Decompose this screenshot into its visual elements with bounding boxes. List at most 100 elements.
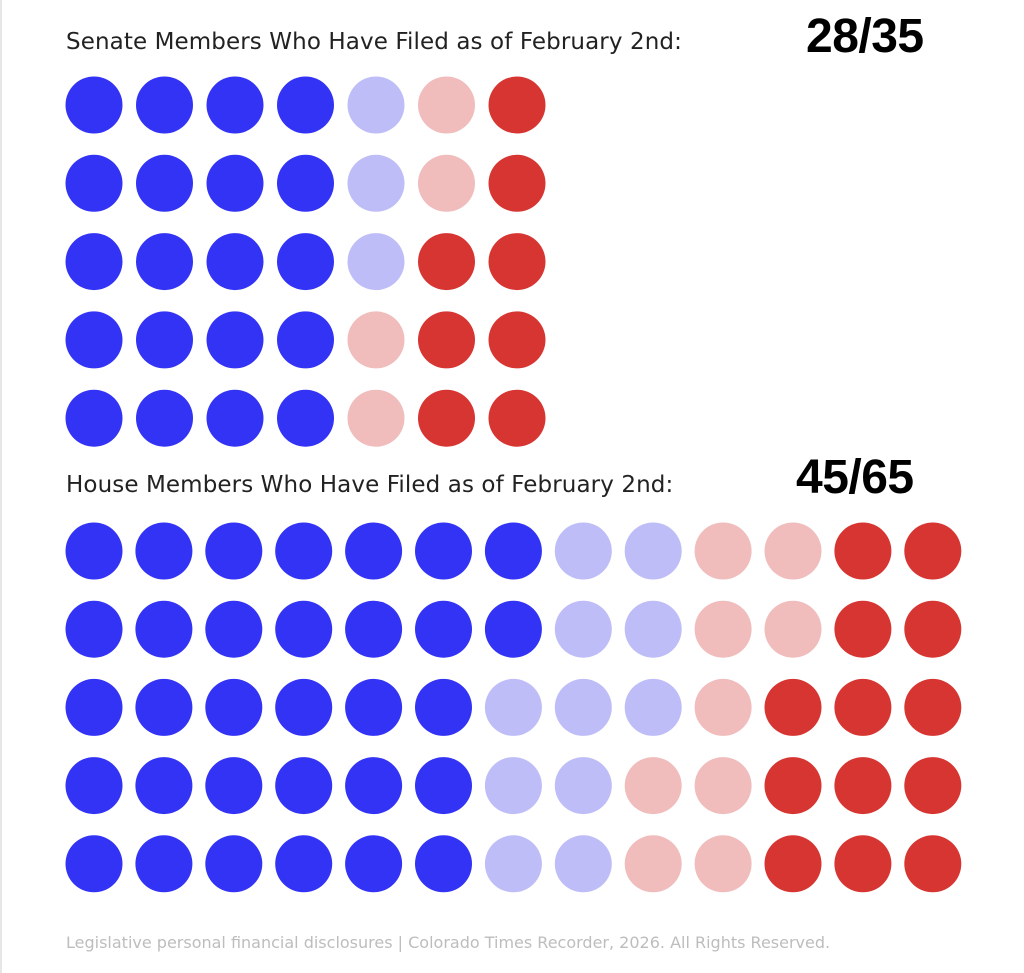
waffle-dot-dem-filed [136,389,193,447]
waffle-dot-dem-not-filed [554,835,612,893]
house-title: House Members Who Have Filed as of Febru… [66,472,674,498]
senate-waffle-grid [65,76,546,447]
waffle-dot-dem-filed [415,678,472,736]
house-waffle-grid [65,522,962,893]
waffle-dot-dem-filed [65,76,123,134]
waffle-dot-dem-filed [135,757,193,815]
waffle-dot-rep-filed [834,678,892,736]
waffle-dot-dem-filed [135,678,193,736]
waffle-dot-dem-filed [484,522,542,580]
waffle-dot-dem-filed [275,835,333,893]
waffle-dot-dem-filed [205,757,263,815]
waffle-dot-rep-not-filed [764,600,822,658]
waffle-dot-dem-filed [206,154,264,212]
waffle-dot-dem-filed [65,835,123,893]
waffle-dot-rep-not-filed [694,522,752,580]
waffle-dot-rep-filed [488,233,546,291]
waffle-dot-dem-not-filed [554,757,612,815]
waffle-dot-rep-filed [764,678,822,736]
waffle-dot-rep-filed [834,600,892,658]
waffle-dot-dem-filed [415,522,472,580]
waffle-dot-dem-filed [205,522,263,580]
waffle-dot-dem-filed [65,311,123,369]
waffle-dot-dem-filed [136,76,193,134]
waffle-dot-dem-filed [65,233,123,291]
waffle-dot-rep-filed [904,678,962,736]
frame-edge [0,0,2,973]
waffle-dot-dem-filed [136,311,193,369]
waffle-dot-dem-filed [277,154,334,212]
waffle-dot-dem-filed [206,233,264,291]
waffle-dot-dem-filed [277,76,334,134]
waffle-dot-dem-not-filed [484,835,542,893]
waffle-dot-rep-filed [488,389,546,447]
waffle-dot-dem-filed [205,678,263,736]
waffle-dot-rep-not-filed [624,757,682,815]
waffle-dot-dem-filed [205,600,263,658]
waffle-dot-dem-filed [65,389,123,447]
waffle-dot-dem-filed [206,389,264,447]
waffle-dot-dem-not-filed [347,154,405,212]
waffle-dot-rep-not-filed [624,835,682,893]
waffle-dot-rep-filed [834,835,892,893]
waffle-dot-rep-filed [418,311,475,369]
waffle-dot-rep-filed [904,600,962,658]
waffle-dot-dem-filed [65,154,123,212]
waffle-dot-dem-filed [136,154,193,212]
waffle-dot-dem-filed [135,835,193,893]
waffle-dot-dem-not-filed [554,678,612,736]
waffle-dot-rep-not-filed [418,76,475,134]
waffle-dot-rep-filed [904,757,962,815]
waffle-dot-rep-filed [904,835,962,893]
waffle-dot-dem-filed [65,678,123,736]
waffle-dot-dem-filed [345,678,403,736]
waffle-dot-dem-not-filed [347,76,405,134]
waffle-dot-dem-filed [206,311,264,369]
waffle-dot-dem-not-filed [624,600,682,658]
waffle-dot-rep-filed [834,757,892,815]
house-filed-count: 45/65 [796,451,914,504]
footer-credit: Legislative personal financial disclosur… [66,933,831,952]
waffle-dot-rep-filed [418,389,475,447]
waffle-dot-dem-not-filed [484,757,542,815]
waffle-dot-dem-filed [277,233,334,291]
waffle-dot-rep-not-filed [694,757,752,815]
waffle-dot-dem-filed [135,600,193,658]
waffle-dot-dem-filed [345,522,403,580]
waffle-dot-rep-filed [488,311,546,369]
waffle-dot-rep-not-filed [694,835,752,893]
waffle-dot-dem-filed [205,835,263,893]
waffle-dot-dem-filed [275,600,333,658]
waffle-dot-dem-filed [65,522,123,580]
waffle-dot-dem-filed [415,835,472,893]
waffle-dot-dem-filed [275,757,333,815]
waffle-dot-dem-filed [345,757,403,815]
waffle-dot-rep-not-filed [418,154,475,212]
waffle-dot-dem-filed [65,600,123,658]
waffle-dot-rep-filed [488,154,546,212]
senate-title: Senate Members Who Have Filed as of Febr… [66,29,682,55]
waffle-dot-dem-filed [275,522,333,580]
waffle-dot-dem-filed [206,76,264,134]
waffle-dot-rep-filed [904,522,962,580]
waffle-dot-dem-not-filed [347,233,405,291]
waffle-dot-dem-filed [275,678,333,736]
waffle-dot-dem-not-filed [484,678,542,736]
waffle-dot-dem-filed [277,311,334,369]
senate-filed-count: 28/35 [806,10,924,63]
waffle-dot-rep-not-filed [694,678,752,736]
waffle-dot-dem-not-filed [554,522,612,580]
waffle-dot-dem-filed [277,389,334,447]
waffle-dot-dem-filed [136,233,193,291]
waffle-dot-dem-filed [345,835,403,893]
waffle-dot-dem-not-filed [624,522,682,580]
waffle-dot-rep-not-filed [347,389,405,447]
waffle-dot-rep-filed [764,757,822,815]
waffle-dot-rep-not-filed [347,311,405,369]
waffle-dot-rep-filed [834,522,892,580]
waffle-dot-dem-filed [135,522,193,580]
waffle-dot-rep-not-filed [694,600,752,658]
waffle-dot-rep-filed [488,76,546,134]
waffle-dot-rep-filed [764,835,822,893]
waffle-dot-dem-filed [345,600,403,658]
